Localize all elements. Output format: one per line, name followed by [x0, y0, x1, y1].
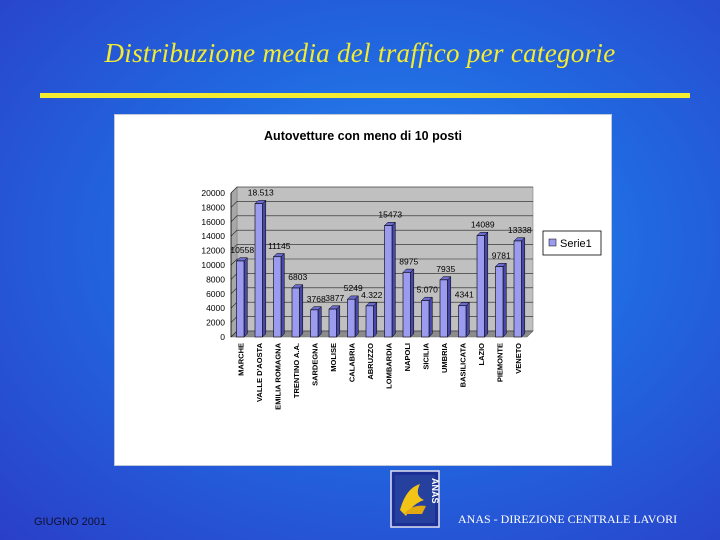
logo-text: ANAS: [430, 478, 440, 504]
y-tick-label: 8000: [206, 274, 225, 284]
category-label: MARCHE: [236, 343, 245, 376]
title-underline: [40, 93, 690, 98]
bar: [273, 256, 282, 338]
category-label: LAZIO: [477, 343, 486, 366]
bar-side: [280, 252, 285, 338]
data-label: 3768: [307, 294, 326, 304]
bar: [513, 240, 522, 338]
category-label: UMBRIA: [440, 342, 449, 373]
bar: [476, 235, 485, 338]
bar-side: [428, 296, 433, 338]
bar: [495, 266, 504, 338]
gridline: [230, 201, 533, 208]
category-label: TRENTINO A.A.: [292, 343, 301, 398]
anas-logo: ANAS: [390, 470, 440, 528]
data-label: 15473: [378, 210, 402, 220]
bar-side: [373, 301, 378, 338]
category-label: SARDEGNA: [310, 342, 319, 386]
y-tick-label: 4000: [206, 303, 225, 313]
data-label: 6803: [288, 272, 307, 282]
data-label: 11145: [268, 241, 291, 251]
bar-side: [262, 199, 267, 338]
legend-label: Serie1: [560, 238, 592, 250]
bar: [421, 300, 430, 338]
bar-side: [391, 221, 396, 338]
bar-side: [243, 257, 248, 338]
data-label: 13338: [508, 225, 532, 235]
data-label: 7935: [436, 264, 455, 274]
bar: [328, 308, 337, 338]
gridline: [230, 215, 533, 223]
category-label: PIEMONTE: [495, 343, 504, 382]
bar-chart: Autovetture con meno di 10 posti 0 2000 400…: [201, 129, 602, 410]
bar: [347, 298, 356, 338]
bar: [458, 305, 467, 338]
y-tick-label: 10000: [201, 260, 225, 270]
footer-organization: ANAS - DIREZIONE CENTRALE LAVORI: [458, 512, 678, 526]
data-label: 5249: [344, 283, 363, 293]
bar: [291, 287, 300, 338]
bar-side: [410, 268, 415, 338]
gridline: [230, 244, 533, 251]
bar: [439, 279, 448, 338]
category-label: CALABRIA: [347, 342, 356, 382]
footer-date: GIUGNO 2001: [34, 516, 107, 528]
bar: [236, 260, 245, 338]
category-label: EMILIA ROMAGNA: [273, 342, 282, 409]
category-label: ABRUZZO: [366, 343, 375, 380]
y-tick-label: 12000: [201, 246, 225, 256]
y-tick-label: 18000: [201, 202, 225, 212]
chart-panel: Autovetture con meno di 10 posti 0 2000 400…: [114, 114, 612, 466]
y-tick-label: 2000: [206, 318, 225, 328]
data-label: 4341: [455, 290, 474, 300]
y-tick-label: 20000: [201, 188, 225, 198]
category-label: NAPOLI: [403, 343, 412, 371]
data-label: 5.070: [417, 284, 439, 294]
bar-side: [502, 262, 507, 338]
bar: [254, 203, 263, 338]
data-label: 3877: [325, 293, 344, 303]
bar-side: [299, 284, 304, 338]
bar: [310, 309, 319, 338]
gridline: [230, 229, 533, 237]
bar: [402, 272, 411, 338]
data-label: 9781: [492, 251, 511, 261]
bar-side: [484, 231, 489, 338]
bar: [384, 225, 393, 338]
data-label: 8975: [399, 256, 418, 266]
category-label: VENETO: [514, 343, 523, 374]
legend-swatch: [548, 238, 557, 247]
y-tick-label: 0: [220, 332, 225, 342]
bar-side: [465, 301, 470, 338]
data-label: 4.322: [361, 290, 383, 300]
category-label: MOLISE: [329, 343, 338, 372]
bar-side: [336, 305, 341, 338]
data-label: 14089: [471, 220, 495, 230]
chart-title: Autovetture con meno di 10 posti: [264, 129, 462, 143]
category-label: BASILICATA: [458, 342, 467, 387]
gridline: [230, 258, 533, 266]
gridline: [230, 186, 533, 194]
bar-side: [521, 237, 526, 338]
bar-side: [447, 275, 452, 338]
category-label: SICILIA: [421, 342, 430, 369]
data-label: 18.513: [248, 188, 274, 198]
category-label: LOMBARDIA: [384, 342, 393, 388]
y-tick-label: 16000: [201, 217, 225, 227]
bar-side: [317, 305, 322, 338]
category-label: VALLE D'AOSTA: [255, 342, 264, 402]
y-tick-label: 14000: [201, 231, 225, 241]
bar-side: [354, 295, 359, 338]
bar: [365, 305, 374, 338]
data-label: 10558: [230, 245, 254, 255]
slide-title: Distribuzione media del traffico per cat…: [104, 38, 616, 68]
y-tick-label: 6000: [206, 289, 225, 299]
